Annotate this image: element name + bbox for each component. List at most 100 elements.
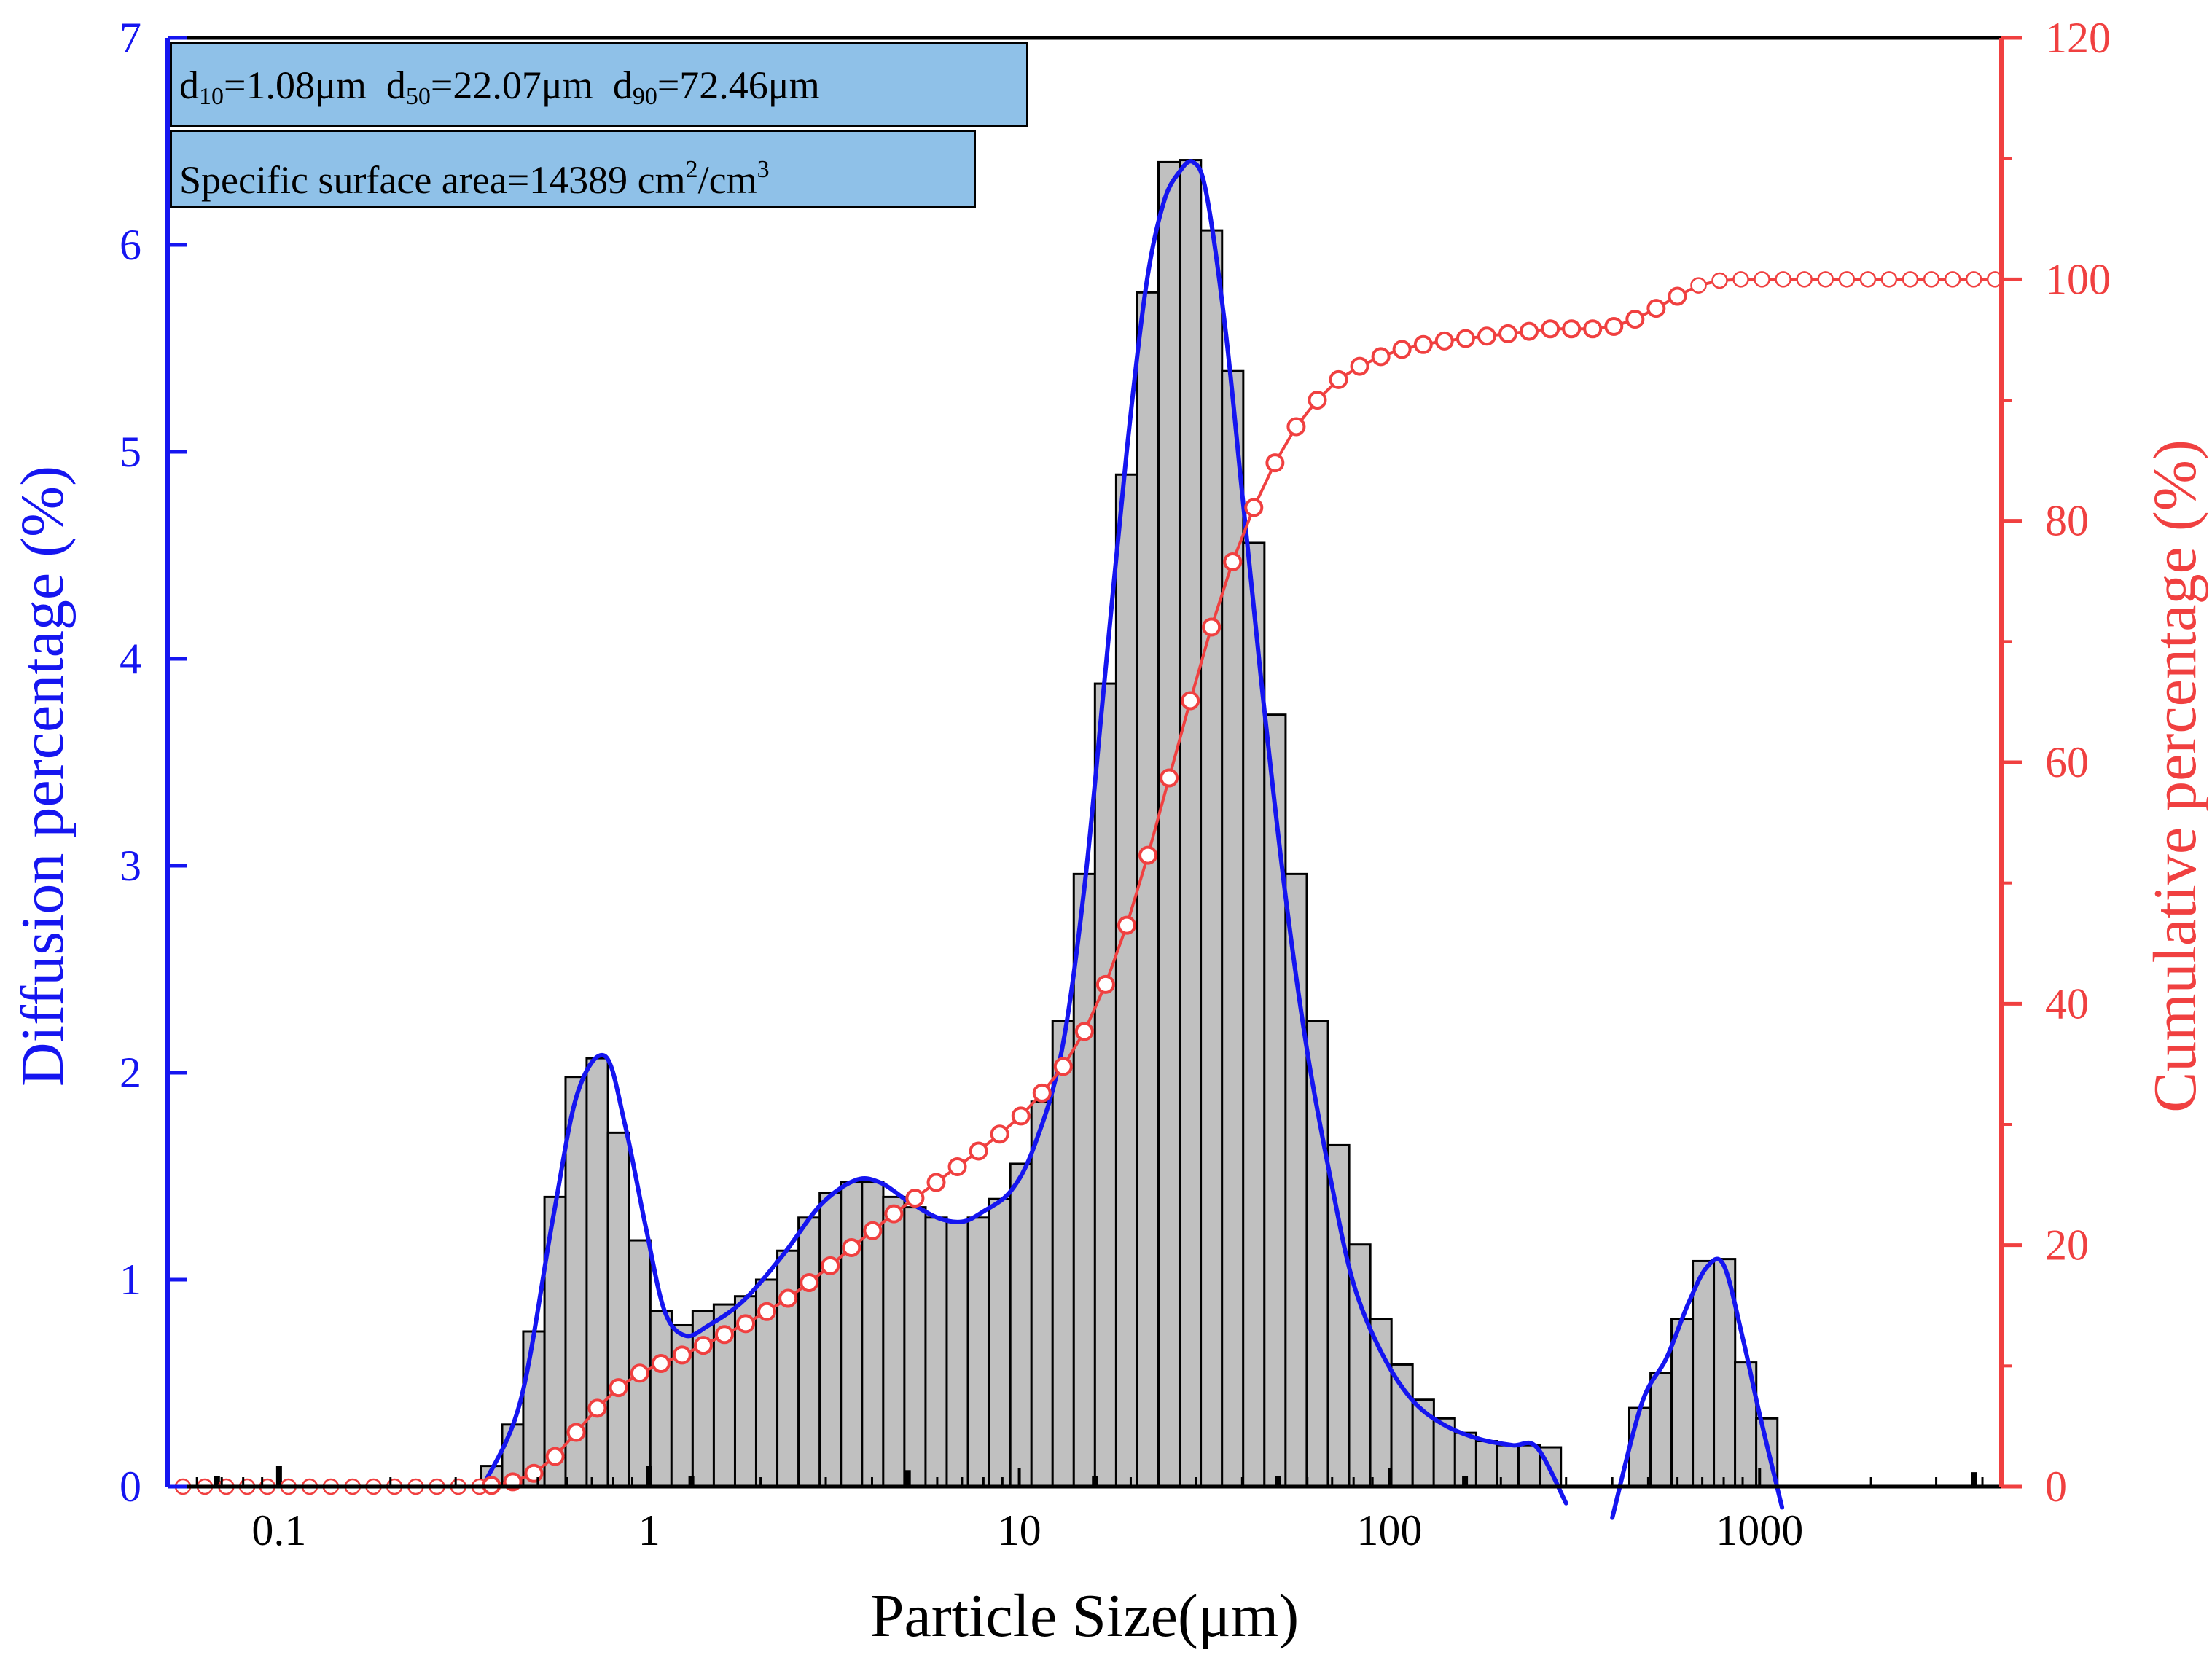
- cumulative-point: [969, 1141, 988, 1161]
- cumulative-point: [1668, 286, 1687, 306]
- y-left-tick-label: 1: [120, 1256, 141, 1304]
- cumulative-point: [672, 1345, 692, 1365]
- cumulative-point: [1604, 316, 1624, 336]
- cumulative-point: [1625, 310, 1645, 329]
- ssa-sup-3: 3: [757, 156, 770, 183]
- cumulative-point: [736, 1314, 756, 1334]
- x-tick-label: 10: [998, 1506, 1041, 1554]
- cumulative-point: [1965, 271, 1982, 288]
- histogram-bar: [628, 1239, 652, 1488]
- y-right-tick-label: 80: [2045, 497, 2089, 545]
- histogram-bar: [1263, 713, 1287, 1488]
- histogram-bar: [1221, 369, 1245, 1488]
- cumulative-point: [1329, 369, 1348, 389]
- cumulative-point: [990, 1124, 1009, 1144]
- y-left-tick-label: 2: [120, 1049, 141, 1097]
- d10-value: =1.08μm: [224, 63, 367, 107]
- d-values-box: d10=1.08μm d50=22.07μm d90=72.46μm: [170, 42, 1028, 127]
- histogram-bars: [480, 159, 1779, 1488]
- cumulative-point: [1562, 319, 1582, 339]
- cumulative-point: [1732, 271, 1749, 288]
- cumulative-point: [905, 1189, 925, 1208]
- histogram-bar: [840, 1181, 864, 1488]
- cumulative-point: [1244, 498, 1264, 517]
- y-right-tick-label: 120: [2045, 14, 2111, 62]
- histogram-bar: [1030, 1100, 1054, 1488]
- histogram-bar: [1093, 682, 1117, 1488]
- cumulative-point: [1838, 271, 1856, 288]
- cumulative-point: [1223, 552, 1243, 571]
- cumulative-point: [1053, 1057, 1073, 1076]
- cumulative-point: [1498, 324, 1518, 343]
- cumulative-point: [1138, 845, 1158, 865]
- cumulative-point: [1011, 1106, 1031, 1126]
- histogram-bar: [818, 1192, 843, 1488]
- histogram-bar: [776, 1249, 800, 1488]
- histogram-bar: [522, 1330, 546, 1488]
- cumulative-point: [1308, 391, 1327, 410]
- d50-label: d: [386, 63, 406, 107]
- histogram-bar: [1627, 1406, 1652, 1488]
- cumulative-point: [1796, 271, 1813, 288]
- cumulative-point: [1880, 271, 1898, 288]
- y-axis-right-title: Cumulative percentage (%): [2141, 439, 2209, 1113]
- histogram-bar: [649, 1310, 673, 1488]
- cumulative-point: [1392, 340, 1412, 359]
- cumulative-point: [757, 1302, 777, 1321]
- histogram-bar: [1670, 1318, 1695, 1488]
- histogram-bar: [1072, 872, 1096, 1488]
- d90-value: =72.46μm: [657, 63, 820, 107]
- fit-segment: [1610, 1256, 1785, 1520]
- d10-subscript: 10: [199, 83, 224, 110]
- histogram-bar: [1305, 1020, 1329, 1488]
- axis-ticks: 0.1 1 10 100 1000 0 1 2 3 4 5 6 7 0 20 40 60 80 100 120: [120, 14, 2111, 1554]
- histogram-bar: [1474, 1440, 1499, 1488]
- cumulative-point: [1817, 271, 1834, 288]
- cumulative-point: [693, 1336, 713, 1355]
- histogram-bar: [606, 1131, 630, 1488]
- y-right-tick-label: 0: [2045, 1463, 2067, 1511]
- ssa-text: Specific surface area=14389 cm: [179, 158, 686, 202]
- histogram-bar: [1390, 1363, 1414, 1488]
- cumulative-point: [778, 1288, 798, 1308]
- histogram-bar: [1692, 1259, 1716, 1488]
- cumulative-point: [1646, 299, 1666, 318]
- cumulative-point: [1859, 271, 1877, 288]
- cumulative-point: [1541, 319, 1560, 339]
- y-right-tick-label: 60: [2045, 738, 2089, 786]
- x-axis-title: Particle Size(μm): [870, 1582, 1300, 1650]
- cumulative-point: [947, 1157, 967, 1176]
- y-axis-left-title: Diffusion percentage (%): [9, 466, 77, 1087]
- cumulative-point: [1160, 768, 1179, 788]
- cumulative-point: [651, 1354, 671, 1374]
- cumulative-point: [863, 1221, 883, 1240]
- histogram-bar: [1649, 1372, 1673, 1488]
- x-tick-label: 0.1: [251, 1506, 306, 1554]
- cumulative-point: [609, 1378, 628, 1398]
- histogram-bar: [1157, 160, 1181, 1488]
- x-tick-label: 1: [638, 1506, 660, 1554]
- y-left-tick-label: 0: [120, 1463, 141, 1511]
- small-mark: [214, 1476, 220, 1487]
- cumulative-point: [1520, 321, 1539, 341]
- small-mark: [1462, 1476, 1469, 1487]
- ssa-sup-2: 2: [685, 156, 698, 183]
- cumulative-point: [1923, 271, 1940, 288]
- cumulative-point: [884, 1204, 904, 1224]
- cumulative-point: [821, 1256, 840, 1275]
- cumulative-point: [1690, 277, 1707, 294]
- cumulative-point: [524, 1463, 544, 1483]
- histogram-bar: [1114, 473, 1139, 1488]
- cumulative-point: [587, 1398, 607, 1418]
- histogram-bar: [1051, 1020, 1075, 1488]
- y-left-tick-label: 6: [120, 221, 141, 269]
- small-mark: [688, 1476, 695, 1487]
- cumulative-point: [566, 1423, 586, 1442]
- d50-value: =22.07μm: [430, 63, 593, 107]
- small-mark: [1092, 1476, 1098, 1487]
- cumulative-point: [842, 1237, 861, 1257]
- cumulative-point: [1455, 329, 1475, 348]
- histogram-bar: [966, 1216, 990, 1488]
- cumulative-point: [1902, 271, 1919, 288]
- histogram-bar: [1179, 159, 1203, 1488]
